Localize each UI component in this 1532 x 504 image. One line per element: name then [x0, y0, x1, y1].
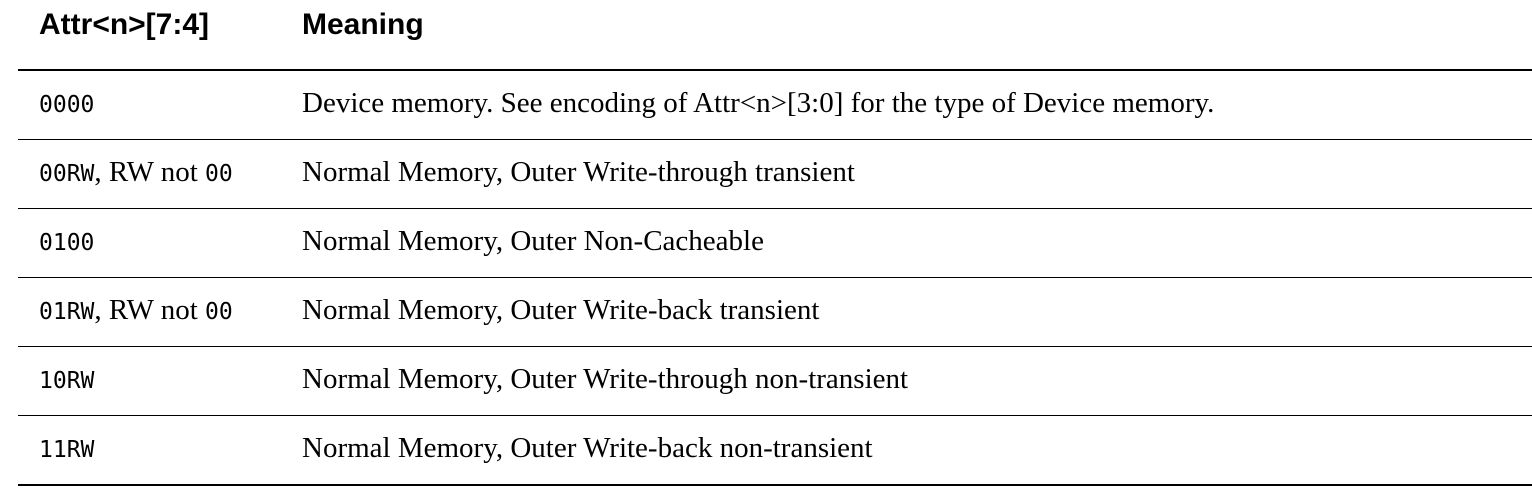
encoding-cell: 01RW, RW not 00 [39, 293, 233, 332]
encoding-cell: 10RW [39, 362, 94, 401]
table-header: Attr<n>[7:4] Meaning [18, 0, 1532, 71]
table-row: 0000 Device memory. See encoding of Attr… [18, 71, 1532, 140]
encoding-condition-text: RW not [101, 294, 206, 326]
table-row: 10RW Normal Memory, Outer Write-through … [18, 347, 1532, 416]
encoding-cell: 0100 [39, 224, 94, 263]
table-row: 00RW, RW not 00 Normal Memory, Outer Wri… [18, 140, 1532, 209]
meaning-cell: Normal Memory, Outer Write-back transien… [302, 294, 820, 326]
encoding-cell: 0000 [39, 86, 94, 125]
table-row: 0100 Normal Memory, Outer Non-Cacheable [18, 209, 1532, 278]
encoding-condition-text: RW not [101, 156, 206, 188]
meaning-cell: Normal Memory, Outer Write-through non-t… [302, 363, 909, 395]
meaning-cell: Device memory. See encoding of Attr<n>[3… [302, 87, 1215, 119]
meaning-cell: Normal Memory, Outer Write-back non-tran… [302, 432, 873, 464]
encoding-code: 0100 [39, 230, 95, 256]
meaning-cell: Normal Memory, Outer Non-Cacheable [302, 225, 764, 257]
table-row: 01RW, RW not 00 Normal Memory, Outer Wri… [18, 278, 1532, 347]
attr-encoding-table: Attr<n>[7:4] Meaning 0000 Device memory.… [18, 0, 1532, 486]
encoding-condition-code: 00 [205, 299, 233, 325]
encoding-code: 11RW [39, 437, 95, 463]
encoding-separator: , [94, 156, 102, 188]
encoding-code: 00RW [39, 161, 95, 187]
encoding-cell: 00RW, RW not 00 [39, 155, 233, 194]
header-meaning: Meaning [302, 8, 424, 41]
encoding-separator: , [94, 294, 102, 326]
encoding-code: 01RW [39, 299, 95, 325]
header-attr-bits: Attr<n>[7:4] [39, 8, 210, 41]
table-row: 11RW Normal Memory, Outer Write-back non… [18, 416, 1532, 486]
meaning-cell: Normal Memory, Outer Write-through trans… [302, 156, 855, 188]
encoding-cell: 11RW [39, 431, 94, 470]
encoding-code: 10RW [39, 368, 95, 394]
encoding-condition-code: 00 [205, 161, 233, 187]
encoding-code: 0000 [39, 92, 95, 118]
